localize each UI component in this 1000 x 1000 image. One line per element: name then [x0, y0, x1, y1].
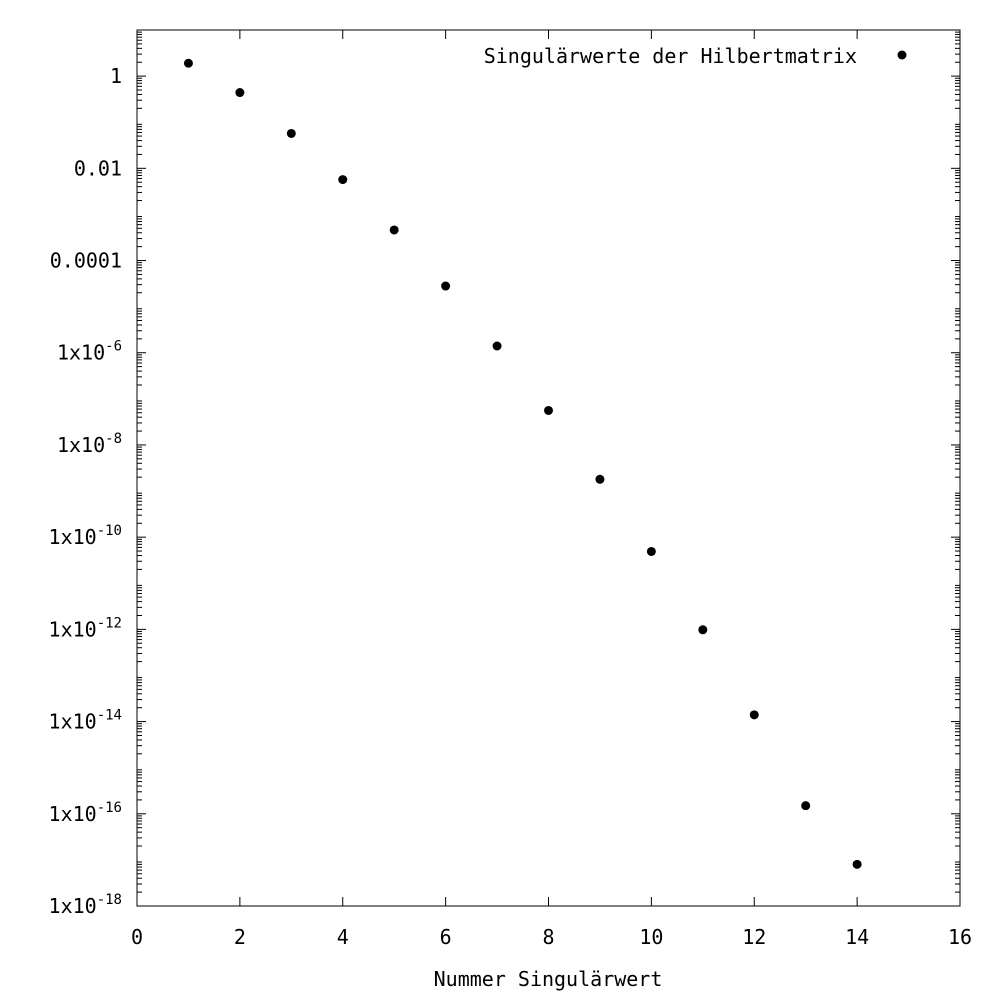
legend-marker — [897, 50, 907, 60]
y-tick-label: 1 — [110, 64, 122, 88]
y-tick-label: 1x10-10 — [49, 523, 122, 549]
x-tick-label: 12 — [742, 925, 766, 949]
y-tick-label: 1x10-16 — [49, 800, 122, 826]
data-point — [852, 859, 862, 869]
y-tick-label: 0.01 — [74, 156, 122, 180]
data-point — [698, 625, 708, 635]
x-tick-label: 4 — [337, 925, 349, 949]
legend-label: Singulärwerte der Hilbertmatrix — [484, 44, 857, 68]
y-axis-ticks: 1 0.01 0.0001 1x10-6 1x10-8 1x10-10 1x10-12 1x1… — [49, 31, 960, 918]
data-point — [492, 341, 502, 351]
x-tick-label: 2 — [234, 925, 246, 949]
x-tick-label: 6 — [440, 925, 452, 949]
x-tick-label: 0 — [131, 925, 143, 949]
plot-frame — [136, 29, 961, 907]
y-tick-label: 1x10-12 — [49, 615, 122, 641]
data-point — [183, 58, 193, 68]
y-tick-label: 1x10-8 — [57, 431, 122, 457]
legend: Singulärwerte der Hilbertmatrix — [484, 44, 907, 68]
x-tick-label: 8 — [542, 925, 554, 949]
data-point — [338, 175, 348, 185]
data-point — [441, 281, 451, 291]
data-point — [544, 405, 553, 415]
data-point — [389, 225, 399, 235]
y-tick-label: 1x10-18 — [49, 892, 122, 918]
y-tick-label: 0.0001 — [50, 249, 122, 273]
y-tick-label: 1x10-6 — [57, 339, 122, 365]
data-point — [286, 128, 296, 138]
data-point — [749, 710, 759, 720]
data-point — [646, 546, 656, 556]
data-point — [235, 88, 245, 98]
data-point — [801, 801, 811, 811]
x-tick-label: 14 — [845, 925, 869, 949]
x-tick-label: 16 — [948, 925, 972, 949]
x-tick-label: 10 — [639, 925, 663, 949]
x-axis-ticks: 0 2 4 6 8 10 12 14 16 — [131, 30, 972, 949]
x-axis-title: Nummer Singulärwert — [434, 967, 663, 991]
series-markers — [183, 58, 862, 869]
data-point — [595, 474, 605, 484]
y-tick-label: 1x10-14 — [49, 708, 122, 734]
